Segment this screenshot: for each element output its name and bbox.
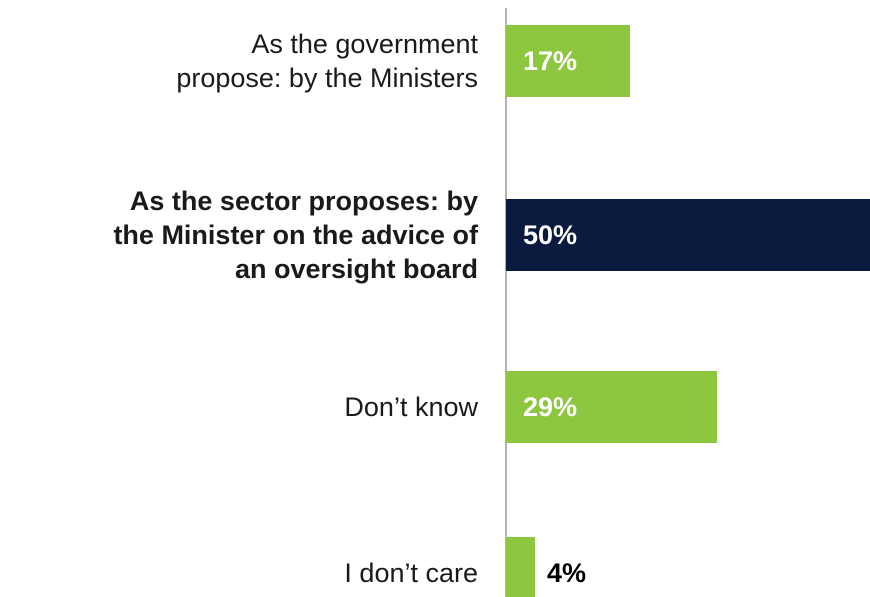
bars	[506, 25, 870, 597]
category-label-line: the Minister on the advice of	[113, 220, 479, 250]
category-label-2: As the sector proposes: by the Minister o…	[113, 186, 479, 284]
category-label-line: Don’t know	[344, 392, 478, 422]
category-label-line: propose: by the Ministers	[176, 63, 478, 93]
bar-2	[506, 199, 870, 271]
bar-1	[506, 25, 630, 97]
category-label-line: As the government	[251, 29, 478, 59]
category-label-4: I don’t care	[344, 558, 478, 588]
category-label-line: an oversight board	[235, 254, 478, 284]
value-label-1: 17%	[523, 46, 577, 76]
bar-3	[506, 371, 717, 443]
category-label-line: I don’t care	[344, 558, 478, 588]
category-label-3: Don’t know	[344, 392, 478, 422]
value-labels: 17% 50% 29% 4%	[523, 46, 586, 588]
value-label-4: 4%	[547, 558, 586, 588]
category-label-1: As the government propose: by the Ministe…	[176, 29, 478, 93]
category-label-line: As the sector proposes: by	[130, 186, 478, 216]
category-labels: As the government propose: by the Ministe…	[113, 29, 479, 588]
bar-4	[506, 537, 535, 597]
value-label-3: 29%	[523, 392, 577, 422]
value-label-2: 50%	[523, 220, 577, 250]
